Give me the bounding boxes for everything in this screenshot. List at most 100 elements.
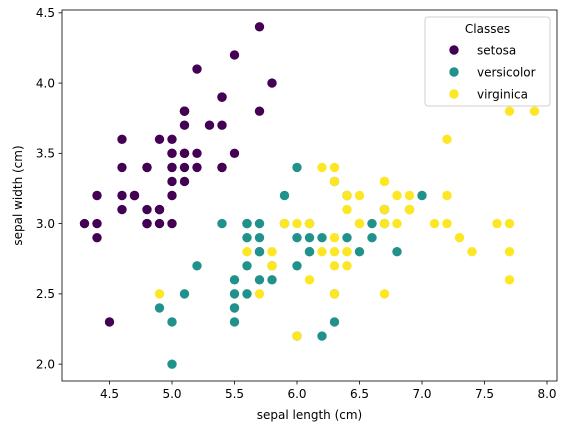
data-point — [167, 190, 177, 201]
data-point — [267, 261, 277, 271]
data-point — [392, 218, 402, 229]
data-point — [154, 289, 165, 299]
data-point — [192, 148, 202, 159]
data-point — [342, 247, 352, 257]
data-point — [167, 218, 177, 229]
y-tick-label: 3.5 — [36, 147, 55, 161]
legend-marker — [449, 67, 459, 77]
data-point — [292, 232, 302, 243]
data-point — [442, 218, 452, 229]
data-point — [442, 134, 452, 144]
data-point — [192, 162, 202, 173]
data-point — [254, 247, 265, 257]
data-point — [142, 204, 152, 215]
data-point — [229, 317, 240, 327]
data-point — [492, 218, 502, 229]
x-tick-label: 5.5 — [225, 387, 244, 401]
data-point — [229, 289, 240, 299]
data-point — [154, 303, 165, 313]
data-point — [254, 218, 265, 229]
data-point — [379, 176, 390, 187]
data-point — [242, 261, 252, 271]
data-point — [304, 218, 315, 229]
y-tick-label: 2.5 — [36, 287, 55, 301]
data-point — [242, 218, 252, 229]
data-point — [179, 106, 190, 116]
data-point — [204, 120, 215, 130]
x-axis-label: sepal length (cm) — [257, 408, 362, 422]
data-point — [254, 106, 265, 116]
legend-title: Classes — [465, 22, 510, 36]
legend-box — [424, 16, 551, 107]
data-point — [229, 275, 240, 285]
data-point — [317, 232, 327, 243]
data-point — [442, 190, 452, 201]
data-point — [167, 317, 177, 327]
data-point — [192, 64, 202, 74]
data-point — [167, 162, 177, 173]
data-point — [417, 190, 427, 201]
legend-label: setosa — [477, 43, 516, 57]
x-tick-label: 5.0 — [162, 387, 181, 401]
y-tick-label: 2.0 — [36, 357, 55, 371]
data-point — [342, 204, 352, 215]
data-point — [342, 261, 352, 271]
data-point — [429, 218, 440, 229]
data-point — [254, 232, 265, 243]
data-point — [379, 218, 390, 229]
data-point — [317, 162, 327, 173]
data-point — [92, 232, 102, 243]
data-point — [329, 232, 340, 243]
data-point — [504, 218, 515, 229]
data-point — [179, 162, 190, 173]
data-point — [79, 218, 90, 229]
data-point — [117, 190, 127, 201]
data-point — [392, 190, 402, 201]
data-point — [217, 92, 227, 102]
points-layer — [79, 22, 540, 369]
data-point — [329, 289, 340, 299]
data-point — [379, 204, 390, 215]
data-point — [329, 247, 340, 257]
data-point — [154, 204, 165, 215]
data-point — [267, 247, 277, 257]
data-point — [254, 22, 265, 32]
data-point — [242, 232, 252, 243]
data-point — [254, 289, 265, 299]
data-point — [379, 289, 390, 299]
data-point — [279, 190, 290, 201]
data-point — [354, 247, 365, 257]
x-tick-label: 7.5 — [475, 387, 494, 401]
x-tick-label: 6.5 — [350, 387, 369, 401]
data-point — [92, 218, 102, 229]
y-tick-label: 4.5 — [36, 6, 55, 20]
data-point — [242, 247, 252, 257]
data-point — [504, 106, 515, 116]
y-tick-label: 4.0 — [36, 76, 55, 90]
data-point — [104, 317, 115, 327]
data-point — [292, 162, 302, 173]
data-point — [329, 317, 340, 327]
data-point — [129, 190, 140, 201]
data-point — [404, 190, 415, 201]
data-point — [392, 247, 402, 257]
data-point — [229, 50, 240, 60]
data-point — [317, 247, 327, 257]
data-point — [192, 261, 202, 271]
data-point — [329, 261, 340, 271]
data-point — [117, 204, 127, 215]
data-point — [304, 247, 315, 257]
data-point — [329, 176, 340, 187]
data-point — [342, 190, 352, 201]
legend-label: versicolor — [477, 65, 536, 79]
data-point — [504, 247, 515, 257]
data-point — [317, 331, 327, 341]
data-point — [142, 162, 152, 173]
legend-marker — [449, 89, 459, 99]
y-axis: 2.0 2.5 3.0 3.5 4.0 4.5 — [36, 6, 62, 371]
data-point — [179, 120, 190, 130]
data-point — [229, 303, 240, 313]
data-point — [529, 106, 540, 116]
x-axis: 4.5 5.0 5.5 6.0 6.5 7.0 7.5 8.0 — [100, 381, 557, 401]
